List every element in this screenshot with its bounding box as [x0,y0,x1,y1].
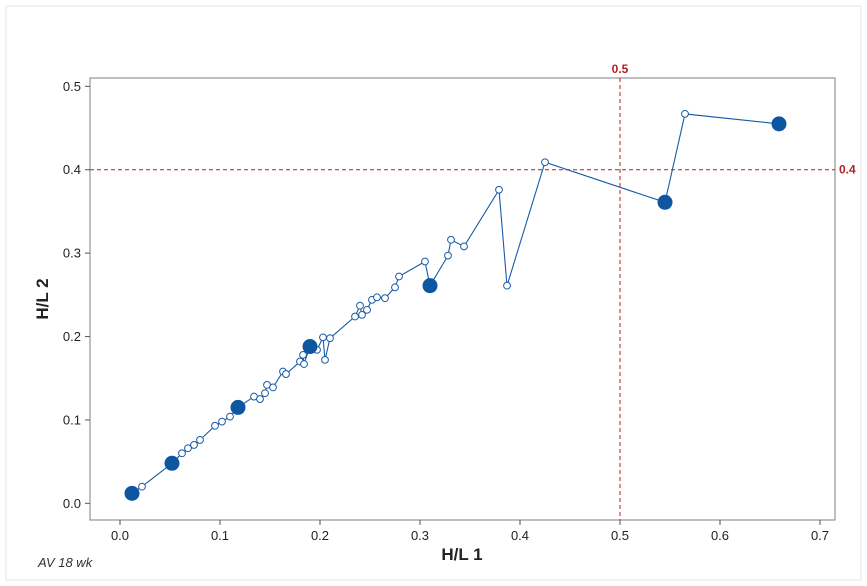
open-data-point [503,281,511,290]
open-data-point [321,355,329,364]
y-tick-label: 0.3 [63,246,81,261]
x-axis-title: H/L 1 [441,545,482,564]
filled-data-point [230,399,246,415]
horizontal-reference-label: 0.4 [839,163,856,177]
filled-markers [124,116,787,501]
open-data-point [211,421,219,430]
open-data-point [460,242,468,251]
open-data-point [196,436,204,444]
open-data-point [299,350,307,359]
series-polyline [131,113,780,494]
open-data-point [319,333,327,342]
open-data-point [381,294,389,303]
open-data-point [282,370,290,378]
open-data-point [391,283,399,292]
open-data-point [444,251,452,260]
y-tick-label: 0.4 [63,162,81,177]
open-data-point [326,334,334,343]
x-tick-label: 0.4 [511,528,529,543]
open-data-point [495,185,503,194]
footnote: AV 18 wk [37,555,94,570]
open-data-point [190,441,198,449]
x-tick-label: 0.0 [111,528,129,543]
series-line [131,113,780,494]
filled-data-point [164,455,180,471]
y-tick-label: 0.2 [63,329,81,344]
open-data-point [373,293,381,302]
open-data-point [363,305,371,314]
open-data-point [541,158,549,167]
open-data-point [421,257,429,266]
plot-area [89,77,836,521]
y-axis-title: H/L 2 [33,278,52,319]
reference-lines: 0.5 0.4 [90,62,856,520]
filled-data-point [124,485,140,501]
open-data-point [447,235,455,244]
filled-data-point [657,194,673,210]
open-data-point [261,389,269,398]
filled-data-point [422,278,438,294]
y-tick-label: 0.5 [63,79,81,94]
vertical-reference-label: 0.5 [612,62,629,76]
open-data-point [226,412,234,421]
x-tick-label: 0.3 [411,528,429,543]
filled-data-point [302,339,318,355]
open-data-point [256,395,264,403]
x-tick-label: 0.5 [611,528,629,543]
open-data-point [351,312,359,321]
open-data-point [269,383,277,392]
x-tick-label: 0.2 [311,528,329,543]
y-tick-label: 0.0 [63,496,81,511]
x-axis: 0.0 0.1 0.2 0.3 0.4 0.5 0.6 0.7 [111,520,829,543]
open-data-point [300,360,308,368]
x-tick-label: 0.1 [211,528,229,543]
x-tick-label: 0.7 [811,528,829,543]
open-data-point [358,310,366,319]
x-tick-label: 0.6 [711,528,729,543]
open-data-point [395,272,403,281]
open-data-point [184,444,192,453]
open-data-point [218,417,226,426]
y-tick-label: 0.1 [63,412,81,427]
open-data-point [178,449,186,458]
open-data-point [681,109,689,118]
open-data-point [356,301,364,310]
open-data-point [138,482,146,491]
y-axis: 0.0 0.1 0.2 0.3 0.4 0.5 [63,79,90,511]
filled-data-point [771,116,787,132]
